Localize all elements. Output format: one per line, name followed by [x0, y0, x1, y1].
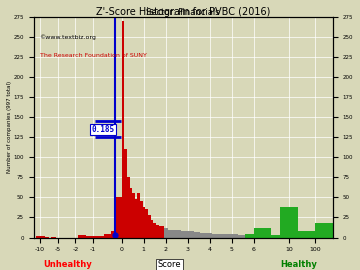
Bar: [177, 230, 181, 238]
Bar: [95, 236, 104, 238]
Bar: [111, 231, 116, 238]
Bar: [122, 21, 124, 238]
Bar: [143, 207, 145, 238]
Bar: [298, 231, 315, 238]
Bar: [280, 207, 298, 238]
Bar: [150, 220, 153, 238]
Bar: [132, 193, 135, 238]
Text: Unhealthy: Unhealthy: [43, 260, 92, 269]
Bar: [130, 188, 132, 238]
Bar: [86, 236, 95, 238]
Bar: [164, 228, 168, 238]
Y-axis label: Number of companies (997 total): Number of companies (997 total): [7, 81, 12, 173]
Text: ©www.textbiz.org: ©www.textbiz.org: [40, 34, 96, 40]
Bar: [153, 223, 156, 238]
Bar: [148, 215, 150, 238]
Bar: [194, 232, 200, 238]
Bar: [168, 230, 173, 238]
Bar: [315, 223, 333, 238]
Bar: [51, 237, 55, 238]
Bar: [156, 225, 158, 238]
Bar: [219, 234, 225, 238]
Bar: [135, 199, 138, 238]
Text: Sector: Financials: Sector: Financials: [147, 8, 220, 17]
Bar: [271, 235, 280, 238]
Bar: [127, 177, 130, 238]
Text: 0.185: 0.185: [91, 125, 114, 134]
Bar: [253, 228, 271, 238]
Bar: [36, 236, 45, 238]
Bar: [138, 193, 140, 238]
Bar: [140, 201, 143, 238]
Bar: [206, 233, 212, 238]
Title: Z'-Score Histogram for PVBC (2016): Z'-Score Histogram for PVBC (2016): [96, 7, 270, 17]
Bar: [238, 235, 245, 238]
Bar: [104, 234, 122, 238]
Bar: [200, 233, 206, 238]
Bar: [145, 210, 148, 238]
Bar: [158, 225, 161, 238]
Bar: [245, 234, 253, 238]
Text: The Research Foundation of SUNY: The Research Foundation of SUNY: [40, 53, 147, 58]
Bar: [45, 237, 49, 238]
Bar: [77, 235, 86, 238]
Bar: [173, 230, 177, 238]
Bar: [116, 197, 122, 238]
Text: Score: Score: [157, 260, 181, 269]
Bar: [231, 234, 238, 238]
Bar: [212, 234, 219, 238]
Bar: [188, 231, 194, 238]
Bar: [161, 226, 164, 238]
Text: Healthy: Healthy: [280, 260, 317, 269]
Bar: [124, 149, 127, 238]
Bar: [225, 234, 231, 238]
Bar: [181, 231, 188, 238]
